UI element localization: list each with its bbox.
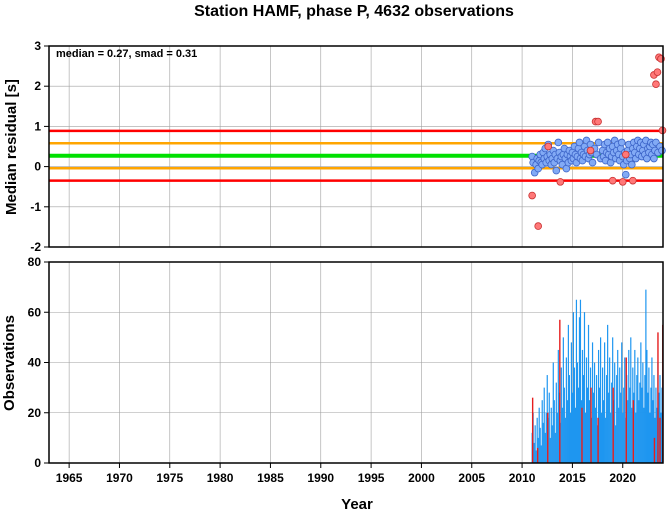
residual-outlier-point — [556, 178, 565, 186]
residual-point — [554, 138, 563, 147]
year-tick-label: 2000 — [408, 471, 435, 485]
residual-frame — [48, 45, 664, 248]
residual-y-axis-label: Median residual [s] — [3, 79, 20, 215]
residual-point — [650, 154, 658, 163]
median-smad-annotation: median = 0.27, smad = 0.31 — [56, 48, 197, 60]
residual-outlier-point — [586, 146, 595, 155]
residual-y-tick-label: 2 — [34, 79, 41, 93]
residual-outlier-point — [528, 191, 536, 200]
year-tick-label: 1975 — [156, 471, 183, 485]
year-tick-label: 1965 — [56, 471, 83, 485]
year-tick-label: 1985 — [257, 471, 284, 485]
residual-y-ticks: -2 -1 0 1 2 3 — [30, 39, 49, 254]
year-tick-label: 2010 — [509, 471, 536, 485]
residual-point — [627, 160, 636, 169]
residual-outlier-point — [653, 68, 662, 76]
residual-point — [621, 170, 630, 179]
residual-outlier-point — [629, 176, 637, 185]
year-tick-label: 2005 — [458, 471, 485, 485]
observation-y-tick-label: 80 — [28, 255, 42, 269]
observation-y-ticks: 0 20 40 60 80 — [28, 255, 49, 470]
residual-y-tick-label: -1 — [30, 200, 41, 214]
residual-point — [617, 138, 626, 147]
year-x-ticks: 1965 1970 1975 1980 1985 1990 1995 2000 2005 2010… — [56, 463, 636, 485]
residual-point — [658, 146, 666, 155]
observation-y-tick-label: 20 — [28, 406, 42, 420]
observation-y-tick-label: 60 — [28, 305, 42, 319]
x-axis-label: Year — [341, 496, 373, 511]
residual-outlier-point — [652, 80, 660, 88]
year-tick-label: 1990 — [307, 471, 334, 485]
residual-outlier-point — [594, 117, 602, 126]
residual-point — [588, 158, 597, 167]
year-tick-label: 1980 — [207, 471, 234, 485]
observation-y-tick-label: 40 — [28, 356, 42, 370]
year-tick-label: 2020 — [609, 471, 636, 485]
residual-outlier-point — [621, 150, 630, 159]
residual-y-tick-label: 0 — [34, 160, 41, 174]
observation-y-tick-label: 0 — [34, 456, 41, 470]
residual-points — [528, 53, 667, 230]
year-tick-label: 2015 — [559, 471, 586, 485]
observation-frame — [48, 261, 664, 464]
residual-panel: -2 -1 0 1 2 3 median = 0.27, smad = 0.31 Medi… — [3, 39, 667, 254]
residual-y-tick-label: 3 — [34, 39, 41, 53]
observation-bars — [531, 289, 664, 463]
residual-point — [552, 166, 561, 175]
observation-y-axis-label: Observations — [1, 315, 18, 411]
residual-outlier-point — [618, 178, 627, 186]
residual-outlier-point — [608, 176, 617, 185]
residual-outlier-point — [534, 222, 542, 230]
residual-outlier-point — [544, 142, 553, 151]
residual-y-tick-label: 1 — [34, 119, 41, 133]
observation-panel: 0 20 40 60 80 1965 1970 1975 1980 1985 1990 1995 20… — [1, 255, 664, 511]
year-tick-label: 1995 — [358, 471, 385, 485]
chart-title: Station HAMF, phase P, 4632 observations — [194, 3, 514, 20]
residual-y-tick-label: -2 — [30, 240, 41, 254]
residual-point — [575, 138, 584, 147]
year-tick-label: 1970 — [106, 471, 133, 485]
